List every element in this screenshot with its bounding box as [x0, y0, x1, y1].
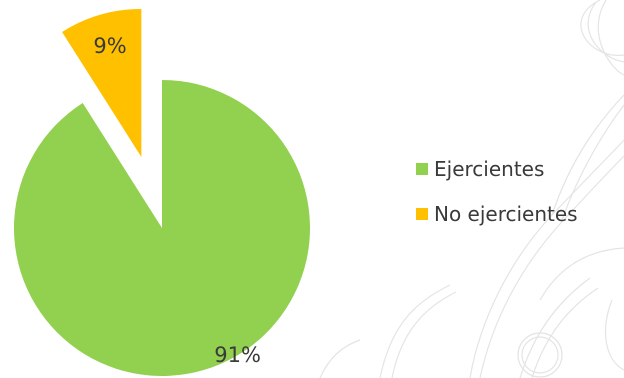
legend-label-no-ejercientes: No ejercientes — [434, 202, 578, 226]
pie-slice-no-ejercientes — [62, 8, 142, 157]
legend-swatch-no-ejercientes — [416, 208, 428, 220]
pie-slice-ejercientes — [13, 80, 311, 376]
slice-label-no-ejercientes: 9% — [93, 34, 126, 58]
olive-branch-watermark — [319, 0, 624, 378]
legend-label-ejercientes: Ejercientes — [434, 157, 544, 181]
legend: Ejercientes No ejercientes — [416, 157, 578, 226]
legend-swatch-ejercientes — [416, 163, 428, 175]
pie-chart — [13, 8, 311, 376]
slice-label-ejercientes: 91% — [214, 343, 261, 367]
